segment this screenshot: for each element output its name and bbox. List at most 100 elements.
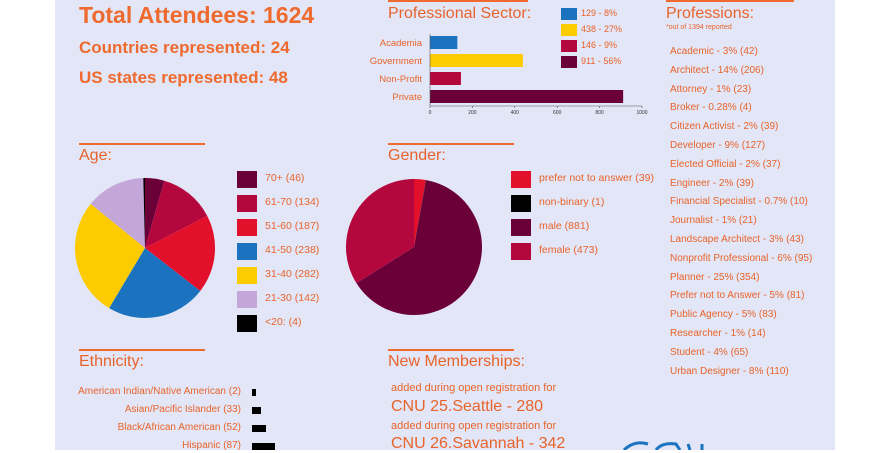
profession-item: Prefer not to Answer - 5% (81) bbox=[670, 290, 805, 302]
gender-legend-label: male (881) bbox=[539, 220, 590, 232]
memberships-event-2: CNU 26.Savannah - 342 bbox=[391, 435, 566, 452]
profession-item: Academic - 3% (42) bbox=[670, 46, 758, 57]
gender-legend-swatch bbox=[511, 243, 531, 260]
age-pie-slice bbox=[145, 215, 216, 291]
age-legend-swatch bbox=[237, 291, 257, 308]
ethnicity-category-label: Hispanic (87) bbox=[182, 440, 241, 451]
profession-item: Broker - 0.28% (4) bbox=[670, 102, 752, 114]
sector-category-label: Government bbox=[370, 56, 423, 67]
memberships-rule bbox=[388, 349, 514, 351]
age-rule bbox=[79, 143, 205, 145]
memberships-line-2: added during open registration for bbox=[391, 420, 557, 432]
ethnicity-title: Ethnicity: bbox=[79, 353, 144, 370]
sector-x-tick-label: 1000 bbox=[636, 110, 647, 116]
gender-pie-slice bbox=[414, 180, 427, 247]
profession-item: Planner - 25% (354) bbox=[670, 271, 760, 283]
profession-item: Journalist - 1% (21) bbox=[670, 215, 757, 227]
sector-bar-chart: Academia Government Non-Profit Private 0 200 4… bbox=[370, 34, 648, 116]
sector-title: Professional Sector: bbox=[388, 5, 532, 22]
sector-legend-swatch bbox=[561, 40, 577, 52]
professions-note: *out of 1394 reported bbox=[666, 24, 732, 31]
states-represented: US states represented: 48 bbox=[79, 68, 288, 87]
gender-legend-label: non-binary (1) bbox=[539, 196, 605, 208]
age-legend-label: 21-30 (142) bbox=[265, 292, 320, 304]
sector-category-label: Non-Profit bbox=[379, 74, 422, 85]
profession-item: Architect - 14% (206) bbox=[670, 64, 764, 76]
sector-category-label: Private bbox=[392, 92, 422, 103]
age-legend-swatch bbox=[237, 267, 257, 284]
sector-x-tick-label: 800 bbox=[595, 110, 604, 116]
profession-item: Nonprofit Professional - 6% (95) bbox=[670, 252, 813, 264]
sector-bar bbox=[430, 72, 461, 85]
sector-legend-item: 146 - 9% bbox=[581, 40, 618, 50]
gender-pie-slice bbox=[346, 179, 414, 284]
age-pie-slice bbox=[109, 248, 201, 318]
memberships-event-1: CNU 25.Seattle - 280 bbox=[391, 398, 544, 415]
profession-item: Researcher - 1% (14) bbox=[670, 328, 766, 339]
total-attendees: Total Attendees: 1624 bbox=[79, 2, 315, 28]
sector-legend-swatch bbox=[561, 56, 577, 68]
sector-x-tick-label: 0 bbox=[429, 110, 432, 116]
age-legend-label: 61-70 (134) bbox=[265, 196, 320, 208]
profession-item: Developer - 9% (127) bbox=[670, 140, 766, 151]
age-legend-label: 41-50 (238) bbox=[265, 244, 320, 256]
gender-title: Gender: bbox=[388, 147, 446, 164]
gender-legend-swatch bbox=[511, 195, 531, 212]
ethnicity-category-label: Black/African American (52) bbox=[117, 422, 241, 433]
sector-legend-item: 911 - 56% bbox=[581, 56, 622, 66]
age-pie-slice bbox=[74, 203, 145, 309]
gender-pie-chart bbox=[346, 179, 482, 315]
age-pie-chart bbox=[74, 178, 216, 318]
sector-rule bbox=[388, 0, 528, 2]
gender-legend-label: prefer not to answer (39) bbox=[539, 172, 654, 184]
age-pie-slice bbox=[90, 178, 145, 248]
sector-bar bbox=[430, 36, 458, 49]
professions-title: Professions: bbox=[666, 5, 755, 22]
profession-item: Engineer - 2% (39) bbox=[670, 177, 754, 189]
cnu-logo-fragment bbox=[622, 441, 704, 450]
age-legend-swatch bbox=[237, 219, 257, 236]
profession-item: Attorney - 1% (23) bbox=[670, 83, 752, 95]
profession-item: Public Agency - 5% (83) bbox=[670, 309, 777, 321]
age-legend-label: 51-60 (187) bbox=[265, 220, 320, 232]
age-pie-slice bbox=[143, 178, 145, 248]
age-legend-swatch bbox=[237, 315, 257, 332]
ethnicity-bar bbox=[252, 407, 261, 414]
gender-rule bbox=[388, 143, 514, 145]
sector-legend-swatch bbox=[561, 8, 577, 20]
sector-x-tick-label: 400 bbox=[511, 110, 520, 116]
profession-item: Financial Specialist - 0.7% (10) bbox=[670, 196, 808, 208]
age-legend-swatch bbox=[237, 171, 257, 188]
ethnicity-category-label: Asian/Pacific Islander (33) bbox=[124, 404, 241, 415]
sector-x-tick-label: 200 bbox=[468, 110, 477, 116]
gender-pie-slice bbox=[356, 180, 482, 315]
sector-bar bbox=[430, 54, 523, 67]
profession-item: Elected Official - 2% (37) bbox=[670, 158, 781, 170]
ethnicity-bar bbox=[252, 443, 275, 450]
age-legend-label: 31-40 (282) bbox=[265, 268, 320, 280]
age-pie-slice bbox=[145, 178, 165, 248]
gender-pie-slice bbox=[414, 179, 426, 247]
profession-item: Urban Designer - 8% (110) bbox=[670, 365, 789, 377]
countries-represented: Countries represented: 24 bbox=[79, 38, 290, 57]
age-legend-label: <20: (4) bbox=[265, 316, 302, 328]
memberships-title: New Memberships: bbox=[388, 353, 525, 370]
professions-rule bbox=[666, 0, 794, 2]
sector-bar bbox=[430, 90, 624, 103]
sector-category-label: Academia bbox=[380, 38, 423, 49]
age-legend-label: 70+ (46) bbox=[265, 172, 305, 184]
ethnicity-rule bbox=[79, 349, 205, 351]
profession-item: Student - 4% (65) bbox=[670, 346, 749, 358]
gender-legend-label: female (473) bbox=[539, 244, 598, 256]
sector-legend-swatch bbox=[561, 24, 577, 36]
profession-item: Citizen Activist - 2% (39) bbox=[670, 121, 779, 133]
sector-legend-item: 129 - 8% bbox=[581, 8, 618, 18]
ethnicity-category-label: American Indian/Native American (2) bbox=[78, 386, 241, 397]
sector-legend-item: 438 - 27% bbox=[581, 24, 623, 34]
profession-item: Landscape Architect - 3% (43) bbox=[670, 234, 804, 245]
age-legend-swatch bbox=[237, 195, 257, 212]
gender-legend-swatch bbox=[511, 219, 531, 236]
sector-x-tick-label: 600 bbox=[553, 110, 562, 116]
age-pie-slice bbox=[145, 180, 208, 248]
memberships-line-1: added during open registration for bbox=[391, 382, 557, 394]
